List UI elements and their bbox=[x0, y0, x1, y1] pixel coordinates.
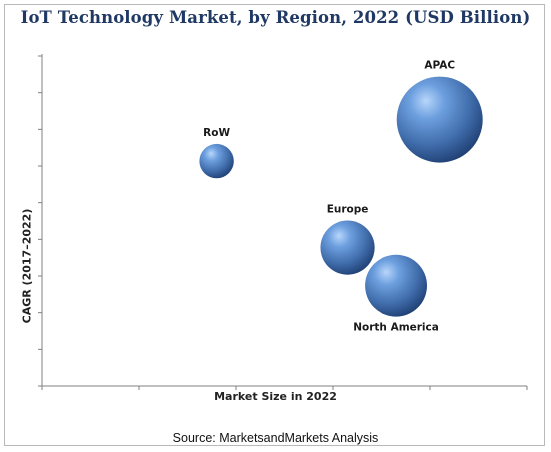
bubble-apac bbox=[396, 76, 483, 163]
source-note: Source: MarketsandMarkets Analysis bbox=[172, 431, 379, 445]
bubble-label-row: RoW bbox=[203, 127, 230, 139]
bubble-label-apac: APAC bbox=[424, 60, 455, 72]
bubble-europe bbox=[320, 220, 375, 275]
bubble-label-north-america: North America bbox=[353, 322, 439, 334]
chart-frame bbox=[4, 4, 545, 446]
bubble-north-america bbox=[365, 254, 428, 317]
bubble-labels: North America Europe RoW APAC bbox=[203, 60, 455, 334]
bubble-label-europe: Europe bbox=[327, 204, 369, 216]
bubble-row bbox=[199, 143, 234, 179]
chart-title: IoT Technology Market, by Region, 2022 (… bbox=[20, 8, 531, 27]
axes bbox=[38, 54, 528, 390]
x-axis-label: Market Size in 2022 bbox=[214, 390, 337, 403]
y-axis-label: CAGR (2017–2022) bbox=[20, 208, 34, 324]
bubble-series bbox=[199, 76, 483, 317]
